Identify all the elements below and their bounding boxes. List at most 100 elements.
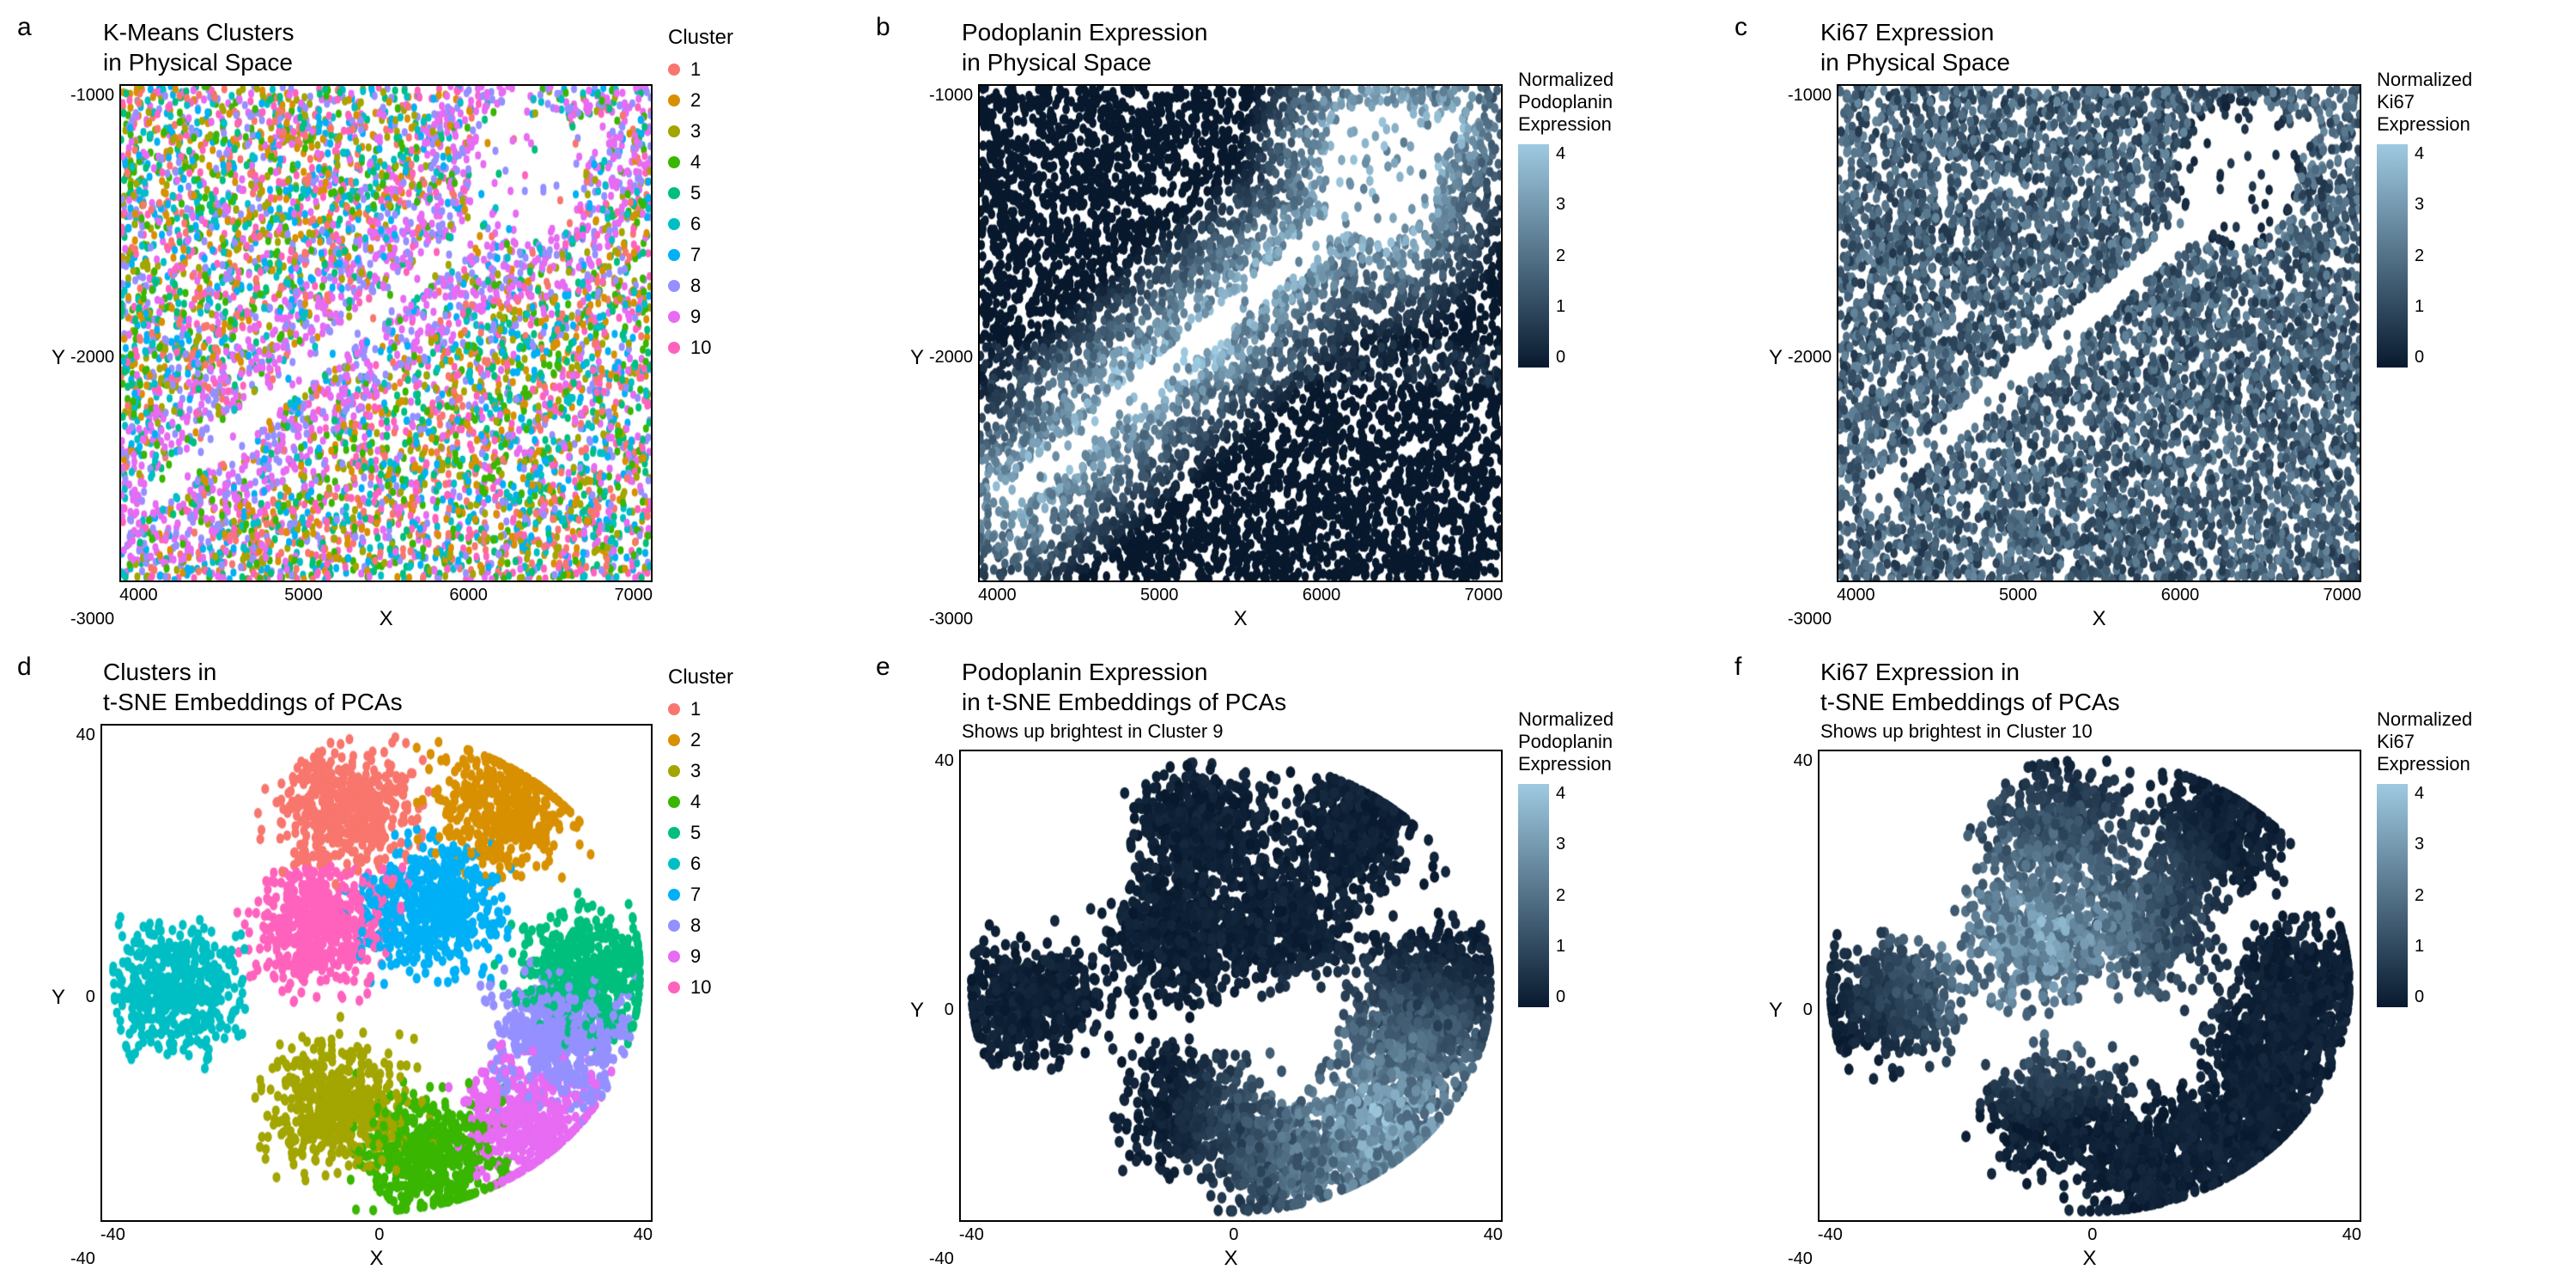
legend-dot-icon: [668, 280, 680, 292]
x-tick: 5000: [1999, 586, 2038, 605]
scatter-canvas: [121, 86, 651, 580]
colorbar-title: Normalized Ki67 Expression: [2377, 69, 2559, 136]
legend-label: 1: [690, 58, 701, 81]
colorbar-tick: 4: [1556, 144, 1565, 164]
plot-column: Podoplanin Expression in Physical SpaceY…: [910, 17, 1503, 631]
colorbar-tick: 3: [2415, 195, 2424, 215]
legend-item: 4: [668, 151, 841, 173]
legend-dot-icon: [668, 858, 680, 870]
legend-dot-icon: [668, 889, 680, 901]
colorbar-tick: 3: [1556, 195, 1565, 215]
legend-dot-icon: [668, 94, 680, 106]
legend-label: 10: [690, 337, 711, 359]
y-tick: -40: [70, 1249, 95, 1269]
legend-label: 8: [690, 914, 701, 937]
y-tick: 0: [945, 1000, 954, 1020]
panel-letter: c: [1735, 13, 1747, 42]
axes-wrap: Y400-40-40040X: [52, 724, 653, 1271]
panel-f: fKi67 Expression in t-SNE Embeddings of …: [1735, 657, 2559, 1271]
x-axis-label: X: [100, 1247, 653, 1271]
x-tick: 4000: [1837, 586, 1875, 605]
plot-area: [100, 724, 653, 1222]
x-axis-label: X: [1837, 607, 2361, 631]
x-tick: -40: [1818, 1225, 1843, 1245]
x-axis-ticks: -40040: [1818, 1222, 2361, 1245]
x-tick: 6000: [1303, 586, 1341, 605]
legend-label: 9: [690, 945, 701, 968]
y-tick: 40: [935, 751, 954, 771]
scatter-canvas: [980, 86, 1501, 580]
legend-dot-icon: [668, 796, 680, 808]
legend-title: Cluster: [668, 665, 841, 690]
y-axis-ticks: 400-40: [1788, 750, 1818, 1271]
legend-dot-icon: [668, 951, 680, 963]
title-block: Podoplanin Expression in t-SNE Embedding…: [962, 657, 1503, 743]
legend-items: 12345678910: [668, 58, 841, 359]
y-axis-ticks: 40 0 -40: [70, 724, 100, 1271]
legend-dot-icon: [668, 249, 680, 261]
panel-b: bPodoplanin Expression in Physical Space…: [876, 17, 1700, 631]
x-tick: 4000: [119, 586, 158, 605]
axes-wrap: Y400-40-40040X: [910, 750, 1503, 1271]
y-tick: -1000: [1788, 86, 1832, 106]
legend-item: 8: [668, 914, 841, 937]
legend-label: 7: [690, 884, 701, 906]
x-axis-label: X: [119, 607, 653, 631]
colorbar-body: 43210: [1518, 144, 1700, 368]
panel-body: Podoplanin Expression in Physical SpaceY…: [876, 17, 1700, 631]
plot-subtitle: Shows up brightest in Cluster 9: [962, 720, 1503, 743]
colorbar-tick: 3: [2415, 835, 2424, 854]
panel-body: Ki67 Expression in Physical SpaceY-1000-…: [1735, 17, 2559, 631]
colorbar-legend: Normalized Podoplanin Expression 43210: [1503, 657, 1700, 1271]
y-axis-ticks: -1000-2000-3000: [929, 84, 978, 631]
legend-item: 10: [668, 337, 841, 359]
plot-area: [1818, 750, 2361, 1222]
legend-label: 3: [690, 120, 701, 143]
legend-items: 12345678910: [668, 698, 841, 999]
legend-label: 8: [690, 275, 701, 297]
plot-area: [1837, 84, 2361, 582]
y-axis-ticks: 40 0 -40: [929, 750, 959, 1271]
y-tick: -1000: [70, 86, 114, 106]
cluster-legend: Cluster12345678910: [653, 657, 841, 1271]
colorbar-gradient: [1518, 144, 1549, 368]
y-tick: 0: [86, 987, 95, 1007]
x-axis-label: X: [978, 607, 1503, 631]
legend-label: 2: [690, 729, 701, 751]
legend-label: 2: [690, 89, 701, 112]
plot-column: Clusters in t-SNE Embeddings of PCAsY400…: [52, 657, 653, 1271]
y-tick: -3000: [70, 610, 114, 629]
plot-title: Clusters in t-SNE Embeddings of PCAs: [103, 657, 653, 717]
x-tick: 6000: [449, 586, 488, 605]
plot-area: [119, 84, 653, 582]
y-axis-label: Y: [52, 346, 65, 370]
x-tick: -40: [100, 1225, 125, 1245]
panel-letter: d: [17, 653, 32, 682]
scatter-canvas: [961, 751, 1501, 1220]
legend-item: 2: [668, 729, 841, 751]
y-tick: -40: [929, 1249, 954, 1269]
legend-dot-icon: [668, 703, 680, 715]
legend-dot-icon: [668, 734, 680, 746]
legend-label: 4: [690, 151, 701, 173]
legend-label: 3: [690, 760, 701, 782]
axes-wrap: Y-1000-2000-30004000500060007000X: [910, 84, 1503, 631]
scatter-canvas: [1820, 751, 2360, 1220]
panel-letter: f: [1735, 653, 1741, 682]
colorbar-tick: 4: [2415, 144, 2424, 164]
colorbar-ticks: 43210: [1549, 784, 1565, 1007]
axes-wrap: Y400-40-40040X: [1769, 750, 2361, 1271]
colorbar-title: Normalized Podoplanin Expression: [1518, 708, 1700, 775]
plot-and-x: 4000500060007000X: [978, 84, 1503, 631]
legend-dot-icon: [668, 64, 680, 76]
legend-item: 3: [668, 760, 841, 782]
legend-item: 4: [668, 791, 841, 813]
y-tick: -3000: [929, 610, 973, 629]
plot-title: Podoplanin Expression in t-SNE Embedding…: [962, 657, 1503, 717]
y-tick: 40: [76, 726, 95, 745]
colorbar-body: 43210: [2377, 144, 2559, 368]
plot-title: Ki67 Expression in t-SNE Embeddings of P…: [1820, 657, 2361, 717]
legend-dot-icon: [668, 218, 680, 230]
legend-item: 9: [668, 945, 841, 968]
plot-and-x: -40040X: [1818, 750, 2361, 1271]
